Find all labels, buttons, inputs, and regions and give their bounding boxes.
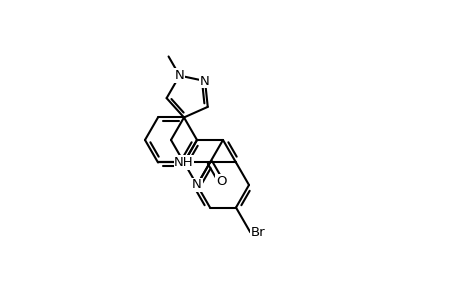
Text: N: N	[192, 178, 202, 191]
Text: N: N	[174, 69, 184, 82]
Text: NH: NH	[174, 156, 193, 169]
Text: Br: Br	[250, 226, 264, 239]
Text: O: O	[215, 175, 226, 188]
Text: N: N	[200, 74, 209, 88]
